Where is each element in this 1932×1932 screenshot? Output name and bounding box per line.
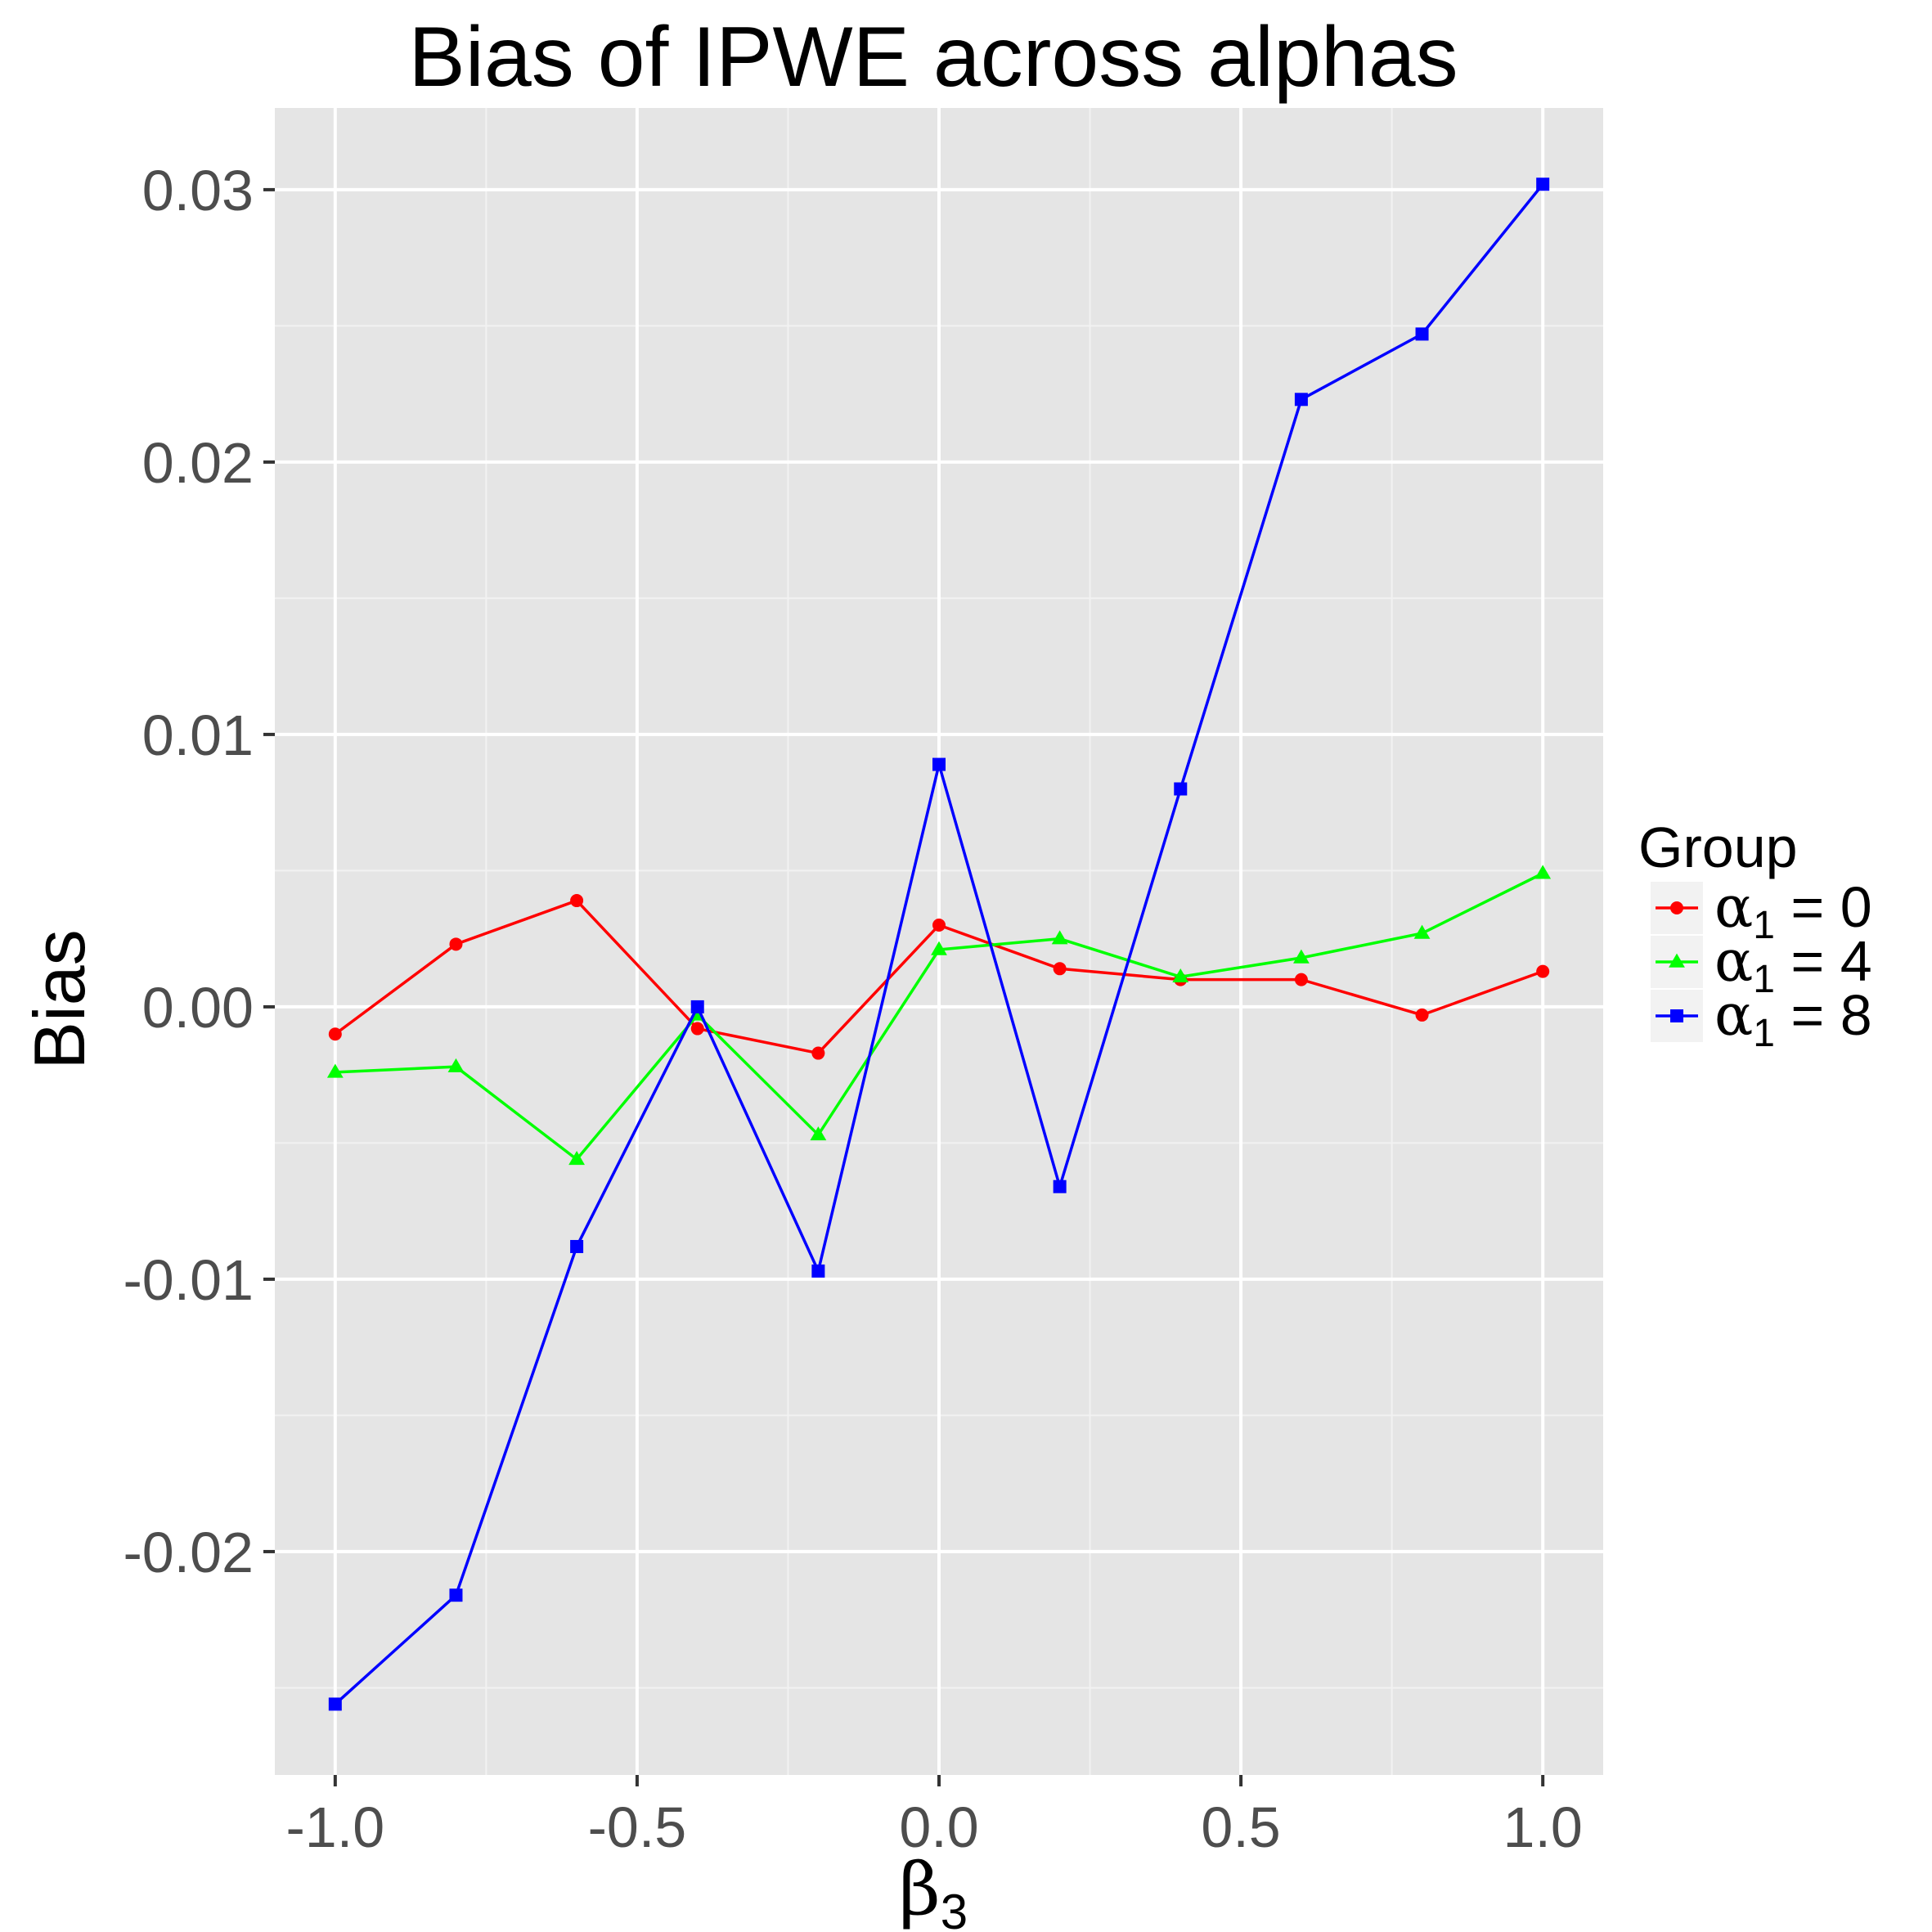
- x-tick-label: 0.5: [1201, 1795, 1280, 1859]
- series-layer: [326, 177, 1552, 1711]
- data-point: [1415, 327, 1429, 341]
- y-tick-label: 0.03: [142, 159, 254, 222]
- x-tick-labels: -1.0 -0.5 0.0 0.5 1.0: [286, 1795, 1583, 1859]
- legend-key-marker: [1669, 953, 1685, 968]
- data-point: [1172, 968, 1189, 983]
- legend: Group α1 = 0α1 = 4α1 = 8: [1638, 815, 1872, 1055]
- legend-key-marker: [1670, 1009, 1683, 1022]
- x-tick-label: 1.0: [1503, 1795, 1583, 1859]
- y-tick-labels: -0.02 -0.01 0.00 0.01 0.02 0.03: [123, 159, 254, 1584]
- x-axis-title: β3: [899, 1847, 968, 1932]
- data-point: [1536, 177, 1550, 191]
- data-point: [931, 941, 947, 955]
- data-point: [1051, 930, 1068, 945]
- y-tick-label: 0.02: [142, 431, 254, 495]
- legend-label: α1 = 8: [1714, 982, 1872, 1055]
- x-axis-title-symbol: β: [899, 1847, 941, 1931]
- data-point: [811, 1046, 825, 1060]
- data-point: [568, 1151, 585, 1166]
- y-tick-label: -0.02: [123, 1521, 254, 1584]
- chart-title: Bias of IPWE across alphas: [408, 10, 1458, 105]
- legend-key-marker: [1670, 901, 1683, 914]
- grid-major: [275, 108, 1603, 1775]
- axis-ticks: [263, 187, 1545, 1786]
- data-point: [1294, 393, 1308, 407]
- legend-label: α1 = 0: [1714, 874, 1872, 947]
- y-tick-label: -0.01: [123, 1248, 254, 1312]
- data-point: [570, 1239, 584, 1253]
- data-point: [1413, 924, 1431, 939]
- data-point: [328, 1027, 342, 1041]
- data-point: [1415, 1008, 1429, 1022]
- data-point: [1294, 973, 1308, 986]
- data-point: [326, 1063, 344, 1078]
- data-point: [1293, 949, 1310, 964]
- series-1: [328, 894, 1550, 1060]
- data-point: [932, 919, 946, 932]
- data-point: [1053, 1179, 1067, 1193]
- data-point: [810, 1126, 827, 1141]
- data-point: [1536, 964, 1550, 978]
- legend-label: α1 = 4: [1714, 928, 1872, 1001]
- data-point: [570, 894, 584, 908]
- y-tick-label: 0.00: [142, 976, 254, 1040]
- data-point: [1174, 782, 1188, 796]
- data-point: [690, 1022, 704, 1036]
- series-2: [326, 865, 1552, 1166]
- legend-item-2: α1 = 4: [1651, 928, 1872, 1001]
- data-point: [449, 937, 463, 951]
- legend-title: Group: [1638, 815, 1798, 879]
- x-axis-title-subscript: 3: [941, 1885, 968, 1932]
- y-axis-title: Bias: [19, 929, 100, 1069]
- legend-keys: α1 = 0α1 = 4α1 = 8: [1651, 874, 1872, 1055]
- series-3: [328, 177, 1550, 1711]
- data-point: [1053, 962, 1067, 976]
- data-point: [1534, 865, 1552, 879]
- x-tick-label: -1.0: [286, 1795, 385, 1859]
- data-point: [811, 1264, 825, 1278]
- y-tick-label: 0.01: [142, 703, 254, 767]
- legend-item-3: α1 = 8: [1651, 982, 1872, 1055]
- data-point: [447, 1058, 465, 1072]
- data-point: [690, 1000, 704, 1013]
- data-point: [932, 757, 946, 771]
- x-tick-label: -0.5: [588, 1795, 687, 1859]
- data-point: [328, 1697, 342, 1711]
- data-point: [449, 1588, 463, 1602]
- x-tick-label: 0.0: [899, 1795, 978, 1859]
- legend-item-1: α1 = 0: [1651, 874, 1872, 947]
